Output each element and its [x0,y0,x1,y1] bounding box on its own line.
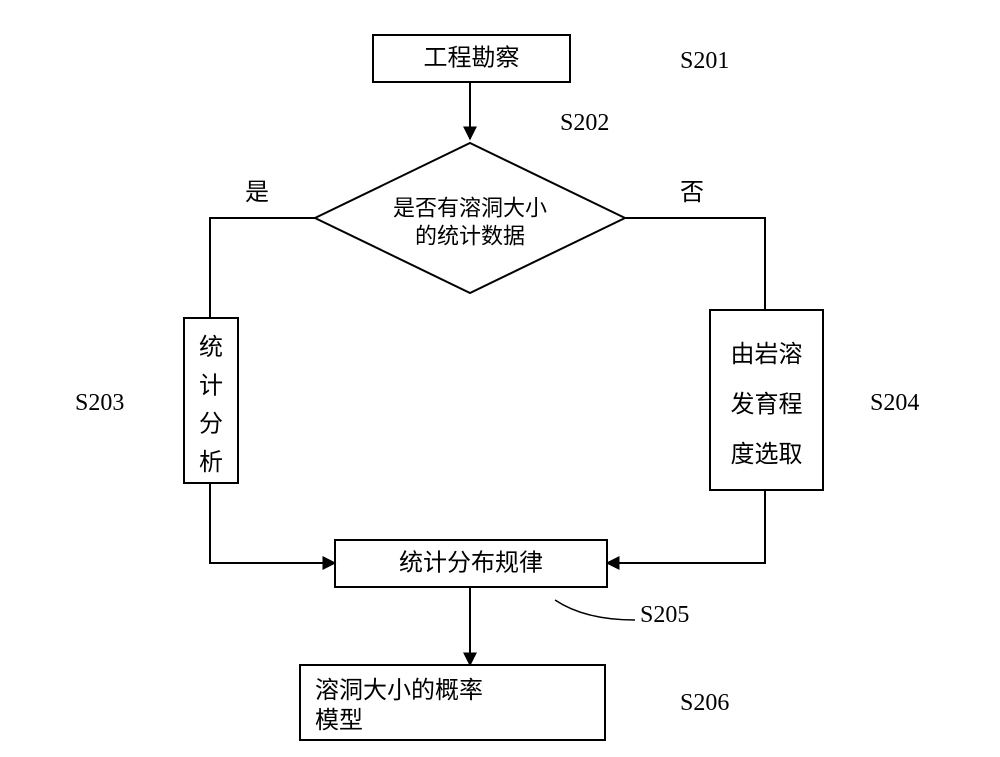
label-s205: S205 [640,602,689,628]
label-s203: S203 [75,390,124,416]
edge-2 [625,218,765,310]
node-s203-char-1: 计 [199,372,223,399]
node-s205-text: 统计分布规律 [399,550,543,577]
node-s201-text: 工程勘察 [424,45,520,72]
label-s206: S206 [680,690,729,716]
node-s206-line1: 溶洞大小的概率 [315,677,483,704]
label-no: 否 [680,180,704,206]
node-s204-row-2: 度选取 [731,441,803,468]
label-s202: S202 [560,110,609,136]
edge-3 [210,483,335,563]
node-s204-row-1: 发育程 [731,391,803,418]
edge-1 [210,218,315,318]
label-s204: S204 [870,390,919,416]
node-s203-char-3: 析 [199,449,223,476]
node-s203-char-0: 统 [199,334,223,361]
edge-4 [607,490,765,563]
node-s204-row-0: 由岩溶 [731,341,803,368]
node-s206-line2: 模型 [315,707,363,734]
label-s201: S201 [680,48,729,74]
leader-s205 [555,600,635,620]
node-s202-line2: 的统计数据 [415,224,525,249]
label-yes: 是 [245,180,269,206]
node-s203-char-2: 分 [199,411,223,438]
node-s202-line1: 是否有溶洞大小 [393,196,547,221]
